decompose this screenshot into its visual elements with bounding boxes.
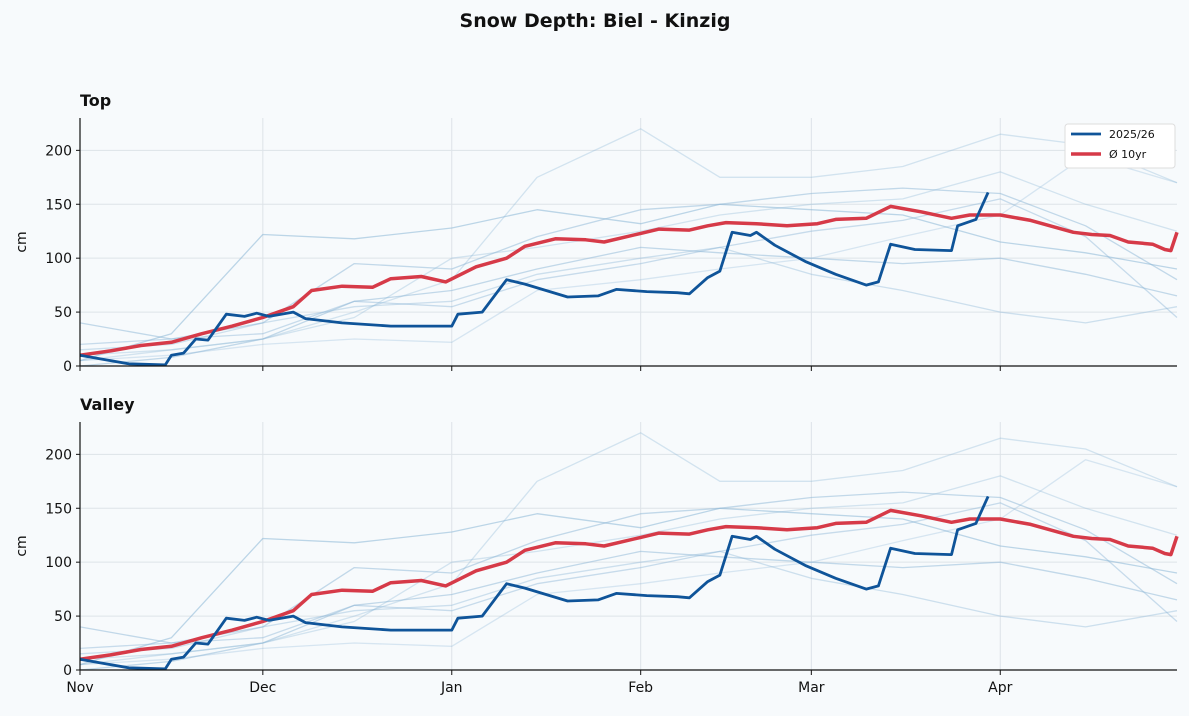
history-season-line <box>79 198 1178 346</box>
y-tick-label: 100 <box>45 555 72 571</box>
history-season-line <box>79 507 1178 666</box>
legend-label-current: 2025/26 <box>1109 128 1155 141</box>
legend-label-average: Ø 10yr <box>1109 148 1147 161</box>
y-tick-label: 150 <box>45 197 72 213</box>
y-tick-label: 200 <box>45 447 72 463</box>
current-season-line <box>79 191 990 367</box>
history-season-line <box>79 491 1178 644</box>
y-tick-label: 100 <box>45 251 72 267</box>
history-season-line <box>79 246 1178 367</box>
x-tick-label: Dec <box>249 680 276 696</box>
x-tick-label: Mar <box>798 680 825 696</box>
average-10yr-line <box>79 204 1179 357</box>
y-tick-label: 150 <box>45 501 72 517</box>
history-season-line <box>79 187 1178 340</box>
current-season-line <box>79 495 990 671</box>
y-axis-label: cm <box>14 231 30 252</box>
y-tick-label: 0 <box>63 359 72 375</box>
x-tick-label: Jan <box>440 680 463 696</box>
history-season-line <box>79 203 1178 362</box>
y-tick-label: 50 <box>54 305 72 321</box>
history-season-line <box>79 246 1178 351</box>
y-tick-label: 50 <box>54 609 72 625</box>
y-axis-label: cm <box>14 535 30 556</box>
history-season-line <box>79 475 1178 666</box>
panel-valley: Valley 0 50 100 150 200 Nov Dec Jan Feb Mar Apr cm <box>14 395 1179 696</box>
panel-title: Top <box>80 91 111 110</box>
y-tick-label: 200 <box>45 143 72 159</box>
panel-top: Top 0 50 100 150 200 cm 2025/26 Ø 10yr <box>14 91 1179 375</box>
x-tick-label: Feb <box>628 680 653 696</box>
x-tick-label: Apr <box>988 680 1012 696</box>
history-season-line <box>79 550 1178 655</box>
chart-title: Snow Depth: Biel - Kinzig <box>460 10 731 32</box>
panel-title: Valley <box>80 395 135 414</box>
x-tick-label: Nov <box>66 680 93 696</box>
history-season-line <box>79 502 1178 650</box>
average-10yr-line <box>79 508 1179 661</box>
legend: 2025/26 Ø 10yr <box>1064 123 1176 169</box>
history-season-line <box>79 550 1178 671</box>
y-tick-label: 0 <box>63 663 72 679</box>
history-season-line <box>79 171 1178 362</box>
